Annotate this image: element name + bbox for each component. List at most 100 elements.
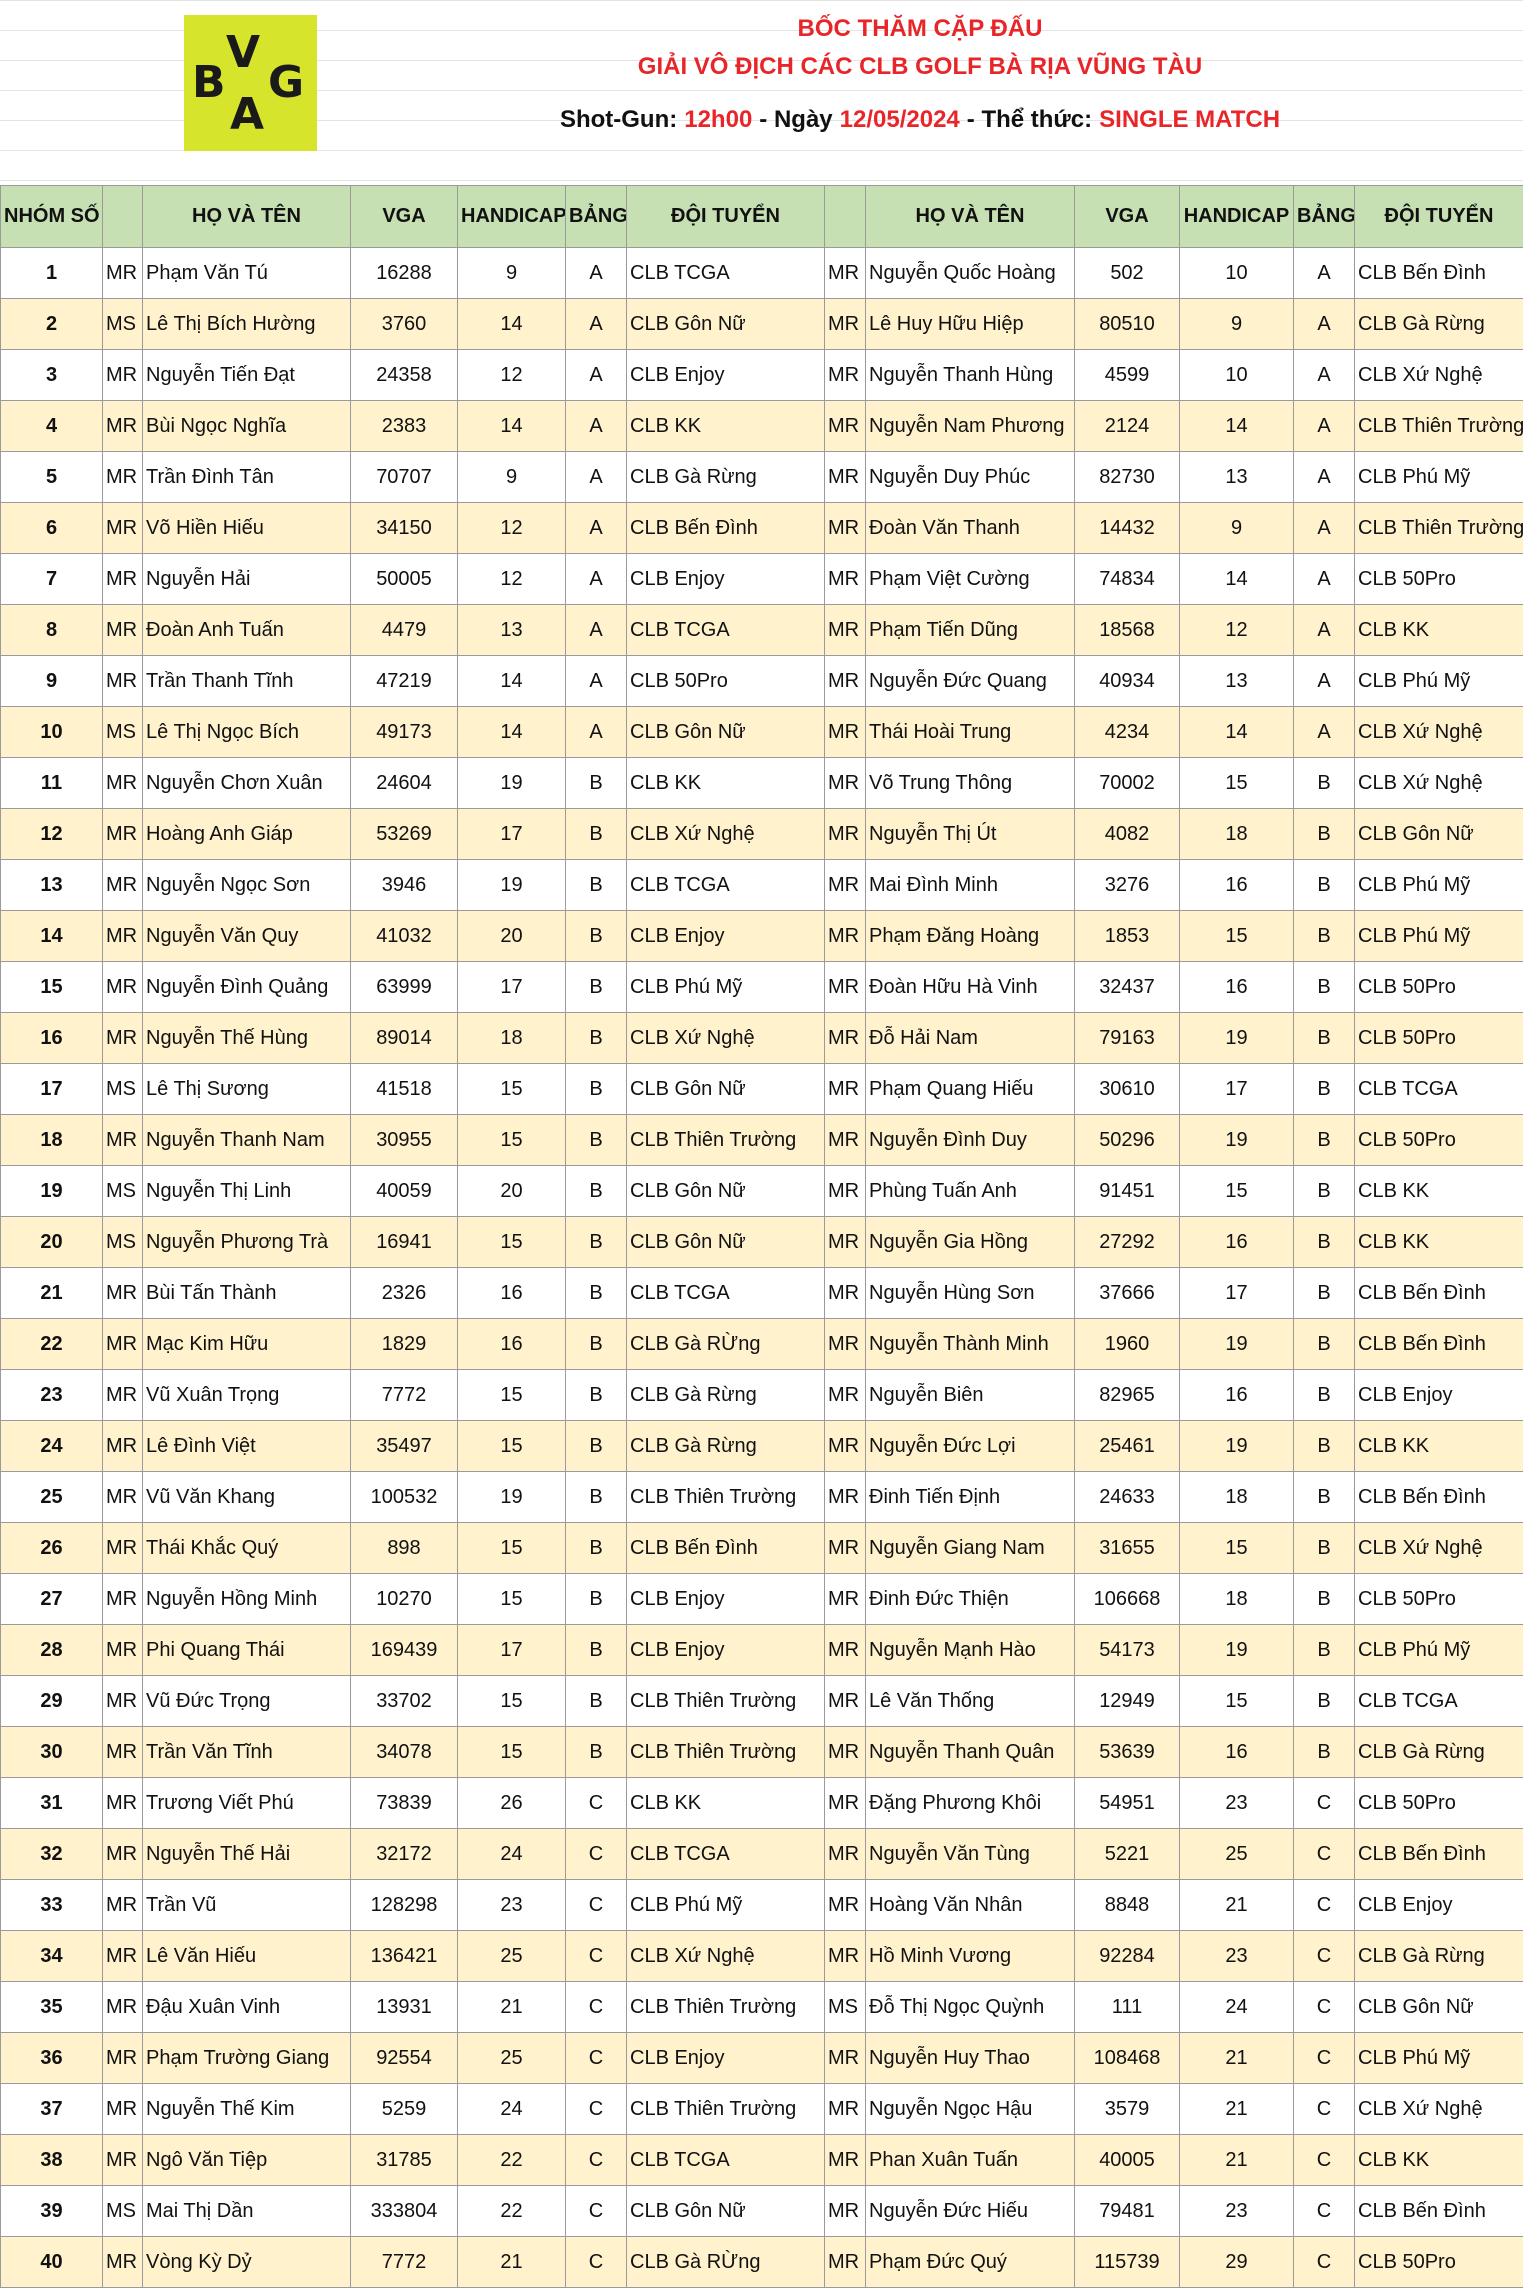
table-row: 21 MR Bùi Tấn Thành 2326 16 B CLB TCGA MR Nguyễn… [0, 1267, 1523, 1319]
vga: 70707 [350, 451, 458, 503]
vga: 1829 [350, 1318, 458, 1370]
table-row: 11 MR Nguyễn Chơn Xuân 24604 19 B CLB KK MR Võ T… [0, 757, 1523, 809]
handicap: 23 [457, 1879, 566, 1931]
title: MS [102, 1165, 143, 1217]
vga: 24633 [1074, 1471, 1180, 1523]
handicap: 13 [457, 604, 566, 656]
vga: 13931 [350, 1981, 458, 2033]
flight: B [565, 910, 627, 962]
table-row: 3 MR Nguyễn Tiến Đạt 24358 12 A CLB Enjoy MR Ngu… [0, 349, 1523, 401]
handicap: 21 [457, 2236, 566, 2288]
title: MS [102, 2185, 143, 2237]
flight: C [1293, 2236, 1355, 2288]
player-name: Vũ Xuân Trọng [142, 1369, 351, 1421]
team: CLB KK [1354, 1420, 1523, 1472]
handicap: 15 [1179, 757, 1294, 809]
title: MR [824, 1726, 866, 1778]
title: MR [102, 2032, 143, 2084]
team: CLB KK [626, 1777, 825, 1829]
player-name: Thái Khắc Quý [142, 1522, 351, 1574]
flight: B [1293, 910, 1355, 962]
title: MR [824, 808, 866, 860]
vga: 169439 [350, 1624, 458, 1676]
flight: A [1293, 451, 1355, 503]
title: MR [824, 1114, 866, 1166]
handicap: 14 [1179, 706, 1294, 758]
vga: 27292 [1074, 1216, 1180, 1268]
flight: C [565, 1777, 627, 1829]
handicap: 15 [1179, 1522, 1294, 1574]
handicap: 16 [457, 1267, 566, 1319]
table-row: 28 MR Phi Quang Thái 169439 17 B CLB Enjoy MR Ng… [0, 1624, 1523, 1676]
column-header: VGA [1074, 185, 1180, 248]
group-number: 21 [0, 1267, 103, 1319]
handicap: 20 [457, 1165, 566, 1217]
team: CLB Gôn Nữ [626, 298, 825, 350]
player-name: Bùi Tấn Thành [142, 1267, 351, 1319]
flight: A [565, 349, 627, 401]
table-row: 22 MR Mạc Kim Hữu 1829 16 B CLB Gà RỪng MR Nguyễ… [0, 1318, 1523, 1370]
player-name: Nguyễn Thế Hùng [142, 1012, 351, 1064]
title: MR [102, 553, 143, 605]
title: MR [824, 1063, 866, 1115]
title: MR [102, 961, 143, 1013]
title: MR [102, 655, 143, 707]
table-row: 19 MS Nguyễn Thị Linh 40059 20 B CLB Gôn Nữ MR P… [0, 1165, 1523, 1217]
vga: 18568 [1074, 604, 1180, 656]
team: CLB Thiên Trường [626, 1675, 825, 1727]
vga: 136421 [350, 1930, 458, 1982]
table-row: 15 MR Nguyễn Đình Quảng 63999 17 B CLB Phú Mỹ M… [0, 961, 1523, 1013]
vga: 1853 [1074, 910, 1180, 962]
flight: B [1293, 1267, 1355, 1319]
vga: 100532 [350, 1471, 458, 1523]
flight: B [1293, 1063, 1355, 1115]
title: MR [824, 1624, 866, 1676]
vga: 73839 [350, 1777, 458, 1829]
title: MR [102, 859, 143, 911]
player-name: Phi Quang Thái [142, 1624, 351, 1676]
table-row: 6 MR Võ Hiền Hiếu 34150 12 A CLB Bến Đình MR Đoà… [0, 502, 1523, 554]
flight: B [1293, 1216, 1355, 1268]
team: CLB 50Pro [1354, 553, 1523, 605]
handicap: 10 [1179, 349, 1294, 401]
group-number: 30 [0, 1726, 103, 1778]
vga: 54951 [1074, 1777, 1180, 1829]
group-number: 20 [0, 1216, 103, 1268]
team: CLB Gà RỪng [626, 1318, 825, 1370]
flight: C [1293, 2032, 1355, 2084]
vga: 2124 [1074, 400, 1180, 452]
title: MR [102, 1624, 143, 1676]
vga: 92284 [1074, 1930, 1180, 1982]
vga: 8848 [1074, 1879, 1180, 1931]
vga: 2326 [350, 1267, 458, 1319]
group-number: 7 [0, 553, 103, 605]
handicap: 18 [1179, 808, 1294, 860]
team: CLB Xứ Nghệ [1354, 757, 1523, 809]
table-row: 35 MR Đậu Xuân Vinh 13931 21 C CLB Thiên Trườn… [0, 1981, 1523, 2033]
handicap: 12 [457, 502, 566, 554]
player-name: Trương Viết Phú [142, 1777, 351, 1829]
title: MR [102, 1267, 143, 1319]
flight: A [565, 400, 627, 452]
team: CLB Gôn Nữ [1354, 808, 1523, 860]
vga: 31785 [350, 2134, 458, 2186]
handicap: 15 [1179, 1165, 1294, 1217]
team: CLB Gà Rừng [1354, 298, 1523, 350]
table-row: 27 MR Nguyễn Hồng Minh 10270 15 B CLB Enjoy MR Đ… [0, 1573, 1523, 1625]
player-name: Nguyễn Thị Út [865, 808, 1075, 860]
team: CLB Thiên Trường [626, 1114, 825, 1166]
vga: 92554 [350, 2032, 458, 2084]
team: CLB Bến Đình [1354, 1318, 1523, 1370]
handicap: 22 [457, 2185, 566, 2237]
group-number: 35 [0, 1981, 103, 2033]
handicap: 19 [1179, 1012, 1294, 1064]
title: MS [824, 1981, 866, 2033]
handicap: 15 [1179, 1675, 1294, 1727]
player-name: Đặng Phương Khôi [865, 1777, 1075, 1829]
player-name: Nguyễn Hùng Sơn [865, 1267, 1075, 1319]
flight: B [1293, 1471, 1355, 1523]
table-row: 40 MR Vòng Kỳ Dỷ 7772 21 C CLB Gà RỪng MR Phạm Đ… [0, 2236, 1523, 2288]
player-name: Nguyễn Thanh Quân [865, 1726, 1075, 1778]
title: MR [102, 1522, 143, 1574]
flight: B [1293, 1165, 1355, 1217]
